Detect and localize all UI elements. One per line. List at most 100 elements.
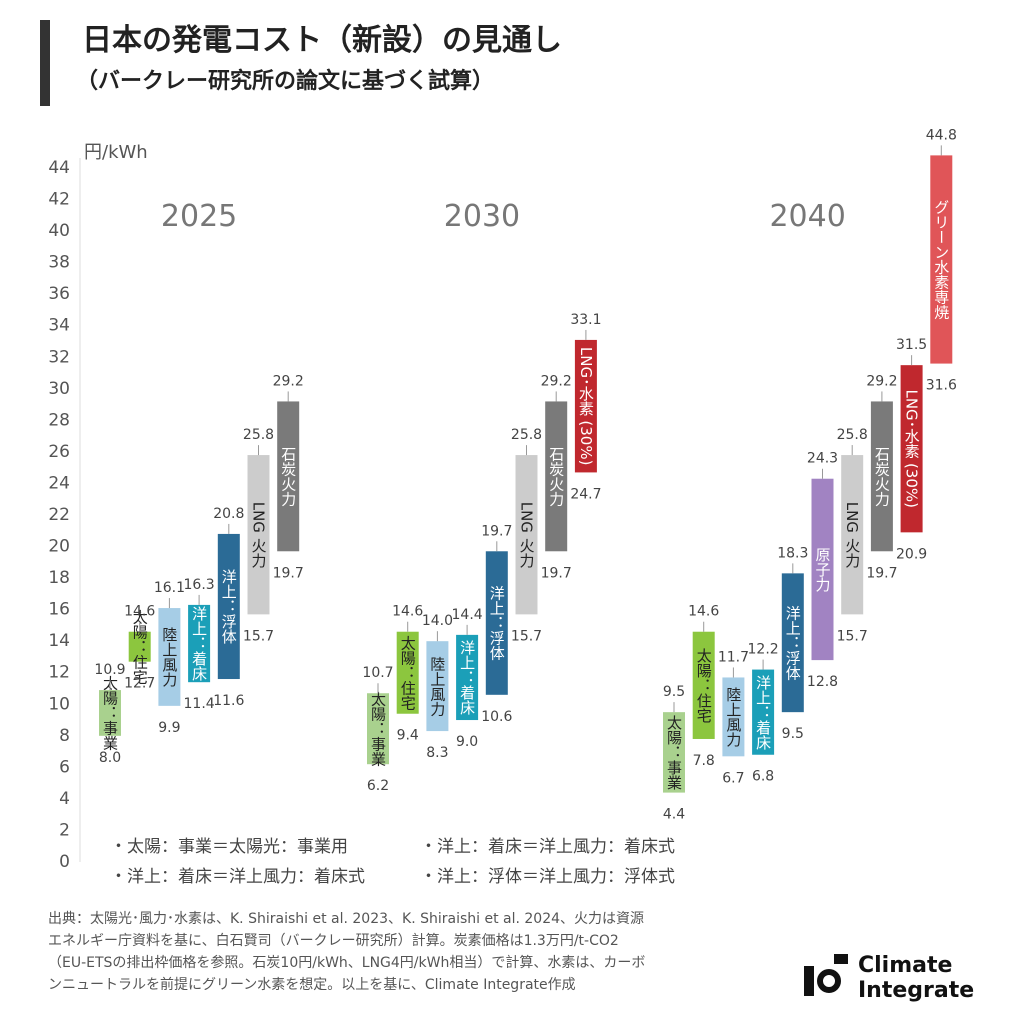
range-bar <box>692 631 715 739</box>
high-label: 25.8 <box>511 427 542 443</box>
y-tick-label: 16 <box>48 600 70 620</box>
bar-label: 洋上：浮体 <box>488 586 506 661</box>
bar-label: グリーン水素専焼 <box>932 199 950 320</box>
range-bar <box>545 401 568 552</box>
bar-label: 太陽：住宅 <box>399 635 417 710</box>
low-label: 15.7 <box>837 628 868 644</box>
high-label: 19.7 <box>481 523 512 539</box>
y-tick-label: 20 <box>48 537 70 557</box>
high-label: 20.8 <box>213 506 244 522</box>
group-label: 2025 <box>161 199 237 234</box>
logo-mark <box>817 969 841 993</box>
y-tick-label: 38 <box>48 253 70 273</box>
y-tick-label: 6 <box>59 757 70 777</box>
y-tick-label: 8 <box>59 726 70 746</box>
low-label: 12.7 <box>124 676 155 692</box>
bar-label: 陸上風力 <box>724 687 742 748</box>
high-label: 14.0 <box>422 613 453 629</box>
range-bar <box>485 551 508 695</box>
low-label: 8.3 <box>426 745 448 761</box>
range-bar <box>188 604 211 683</box>
low-label: 31.6 <box>926 378 957 394</box>
high-label: 25.8 <box>243 427 274 443</box>
low-label: 4.4 <box>663 807 685 823</box>
range-bar <box>811 478 834 661</box>
y-tick-label: 40 <box>48 221 70 241</box>
range-bar <box>456 634 479 721</box>
source-line: （EU-ETSの排出枠価格を参照。石炭10円/kWh、LNG4円/kWh相当）で… <box>48 954 645 971</box>
y-axis-label: 円/kWh <box>84 142 148 163</box>
low-label: 15.7 <box>243 628 274 644</box>
high-label: 14.4 <box>452 607 483 623</box>
low-label: 6.7 <box>722 770 744 786</box>
bar-label: 洋上：浮体 <box>784 605 802 680</box>
range-bar <box>870 401 893 552</box>
high-label: 18.3 <box>777 545 808 561</box>
title: 日本の発電コスト（新設）の見通し <box>82 23 562 58</box>
range-bar <box>99 690 121 736</box>
bar-label: LNG･水素 (30%) <box>577 347 595 466</box>
range-bar <box>277 401 300 552</box>
range-bar <box>930 155 953 364</box>
y-tick-label: 36 <box>48 284 70 304</box>
low-label: 19.7 <box>273 565 304 581</box>
high-label: 24.3 <box>807 451 838 467</box>
high-label: 14.6 <box>392 604 423 620</box>
y-tick-label: 44 <box>48 158 70 178</box>
range-bar <box>158 608 181 706</box>
y-tick-label: 34 <box>48 316 70 336</box>
y-tick-label: 10 <box>48 694 70 714</box>
low-label: 19.7 <box>541 565 572 581</box>
high-label: 14.6 <box>688 604 719 620</box>
logo-text: Integrate <box>858 978 974 1003</box>
range-bar <box>396 631 419 714</box>
low-label: 8.0 <box>99 750 121 766</box>
high-label: 33.1 <box>570 312 601 328</box>
bar-label: 太陽：事業 <box>101 675 119 750</box>
bar-label: 太陽：事業 <box>369 691 387 766</box>
bar-label: 陸上風力 <box>160 627 178 688</box>
bar-label: 太陽：住宅 <box>695 648 713 723</box>
low-label: 6.8 <box>752 769 774 785</box>
bar-label: 洋上：着床 <box>458 640 476 715</box>
range-bar <box>781 573 804 713</box>
group-label: 2040 <box>769 199 845 234</box>
y-tick-label: 30 <box>48 379 70 399</box>
y-tick-label: 0 <box>59 852 70 872</box>
high-label: 9.5 <box>663 684 685 700</box>
range-bar <box>752 669 775 755</box>
range-bar <box>217 533 240 680</box>
bar-label: LNG 火力 <box>843 502 861 569</box>
low-label: 9.5 <box>782 726 804 742</box>
high-label: 10.7 <box>362 665 393 681</box>
y-tick-label: 14 <box>48 631 70 651</box>
low-label: 24.7 <box>570 486 601 502</box>
low-label: 7.8 <box>693 753 715 769</box>
low-label: 15.7 <box>511 628 542 644</box>
low-label: 19.7 <box>866 565 897 581</box>
note: ・太陽：事業＝太陽光：事業用 <box>110 837 348 857</box>
bar-label: LNG 火力 <box>518 502 536 569</box>
bar-label: 陸上風力 <box>428 656 446 717</box>
y-tick-label: 4 <box>59 789 70 809</box>
low-label: 12.8 <box>807 674 838 690</box>
bar-label: 太陽：住宅 <box>131 609 149 684</box>
low-label: 10.6 <box>481 709 512 725</box>
group-label: 2030 <box>444 199 520 234</box>
high-label: 12.2 <box>748 642 779 658</box>
y-tick-label: 22 <box>48 505 70 525</box>
high-label: 14.6 <box>124 604 155 620</box>
y-tick-label: 24 <box>48 473 70 493</box>
y-tick-label: 18 <box>48 568 70 588</box>
source-line: エネルギー庁資料を基に、白石賢司（バークレー研究所）計算。炭素価格は1.3万円/… <box>48 932 619 949</box>
high-label: 29.2 <box>866 373 897 389</box>
note: ・洋上：着床＝洋上風力：着床式 <box>110 867 365 887</box>
source-line: 出典：太陽光･風力･水素は、K. Shiraishi et al. 2023、K… <box>48 911 644 927</box>
y-tick-label: 32 <box>48 347 70 367</box>
high-label: 44.8 <box>926 127 957 143</box>
high-label: 16.3 <box>184 577 215 593</box>
y-tick-label: 12 <box>48 663 70 683</box>
bar-label: 石炭火力 <box>279 446 297 507</box>
source-line: ンニュートラルを前提にグリーン水素を想定。以上を基に、Climate Integ… <box>48 976 576 993</box>
